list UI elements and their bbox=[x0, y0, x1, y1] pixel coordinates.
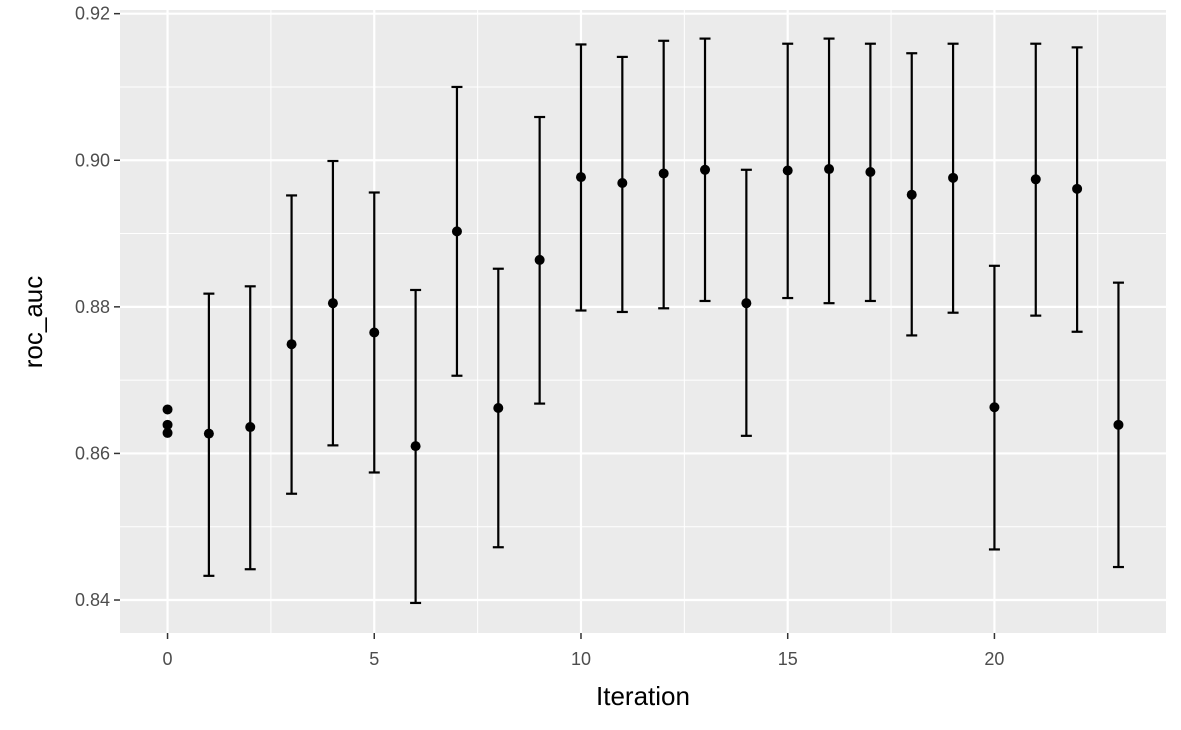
data-point bbox=[741, 298, 752, 309]
data-point bbox=[948, 172, 959, 183]
y-tick-label: 0.88 bbox=[75, 297, 110, 317]
data-point bbox=[658, 168, 669, 179]
data-point bbox=[493, 402, 504, 413]
data-point bbox=[824, 164, 835, 175]
plot-panel bbox=[120, 10, 1166, 633]
y-tick-label: 0.84 bbox=[75, 590, 110, 610]
data-point bbox=[162, 419, 173, 430]
data-point bbox=[162, 427, 173, 438]
data-point bbox=[782, 165, 793, 176]
x-tick-label: 20 bbox=[984, 649, 1004, 669]
data-point bbox=[534, 254, 545, 265]
y-tick-label: 0.90 bbox=[75, 150, 110, 170]
data-point bbox=[327, 298, 338, 309]
data-point bbox=[410, 441, 421, 452]
x-axis-ticks: 0 5 10 15 20 bbox=[163, 633, 1004, 669]
data-point bbox=[575, 172, 586, 183]
data-point bbox=[617, 177, 628, 188]
data-point bbox=[203, 428, 214, 439]
data-point bbox=[1030, 174, 1041, 185]
data-point bbox=[1072, 183, 1083, 194]
y-axis-title: roc_auc bbox=[18, 276, 48, 369]
minor-gridlines bbox=[120, 10, 1166, 633]
x-tick-label: 15 bbox=[778, 649, 798, 669]
y-tick-label: 0.86 bbox=[75, 443, 110, 463]
data-point bbox=[162, 404, 173, 415]
x-tick-label: 0 bbox=[163, 649, 173, 669]
x-tick-label: 10 bbox=[571, 649, 591, 669]
data-point bbox=[451, 226, 462, 237]
data-point bbox=[989, 402, 1000, 413]
data-point bbox=[245, 422, 256, 433]
data-point bbox=[369, 327, 380, 338]
data-points bbox=[162, 164, 1124, 452]
data-point bbox=[1113, 419, 1124, 430]
data-point bbox=[865, 166, 876, 177]
y-axis-ticks: 0.84 0.86 0.88 0.90 0.92 bbox=[75, 4, 120, 610]
data-point bbox=[906, 189, 917, 200]
x-axis-title: Iteration bbox=[596, 681, 690, 711]
x-tick-label: 5 bbox=[369, 649, 379, 669]
y-tick-label: 0.92 bbox=[75, 4, 110, 24]
data-point bbox=[700, 164, 711, 175]
data-point bbox=[286, 339, 297, 350]
